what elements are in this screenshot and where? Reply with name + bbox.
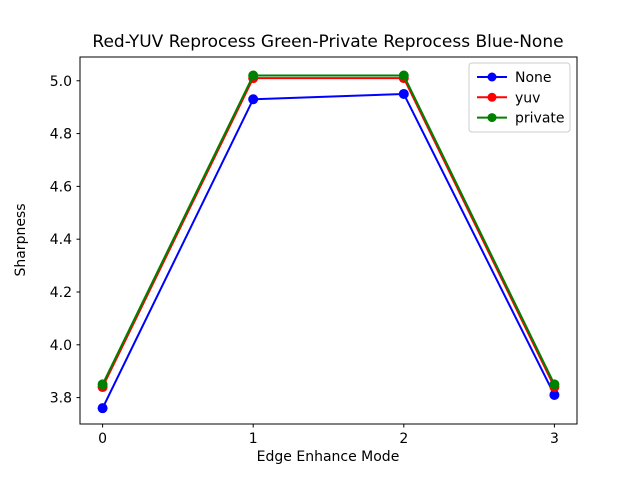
chart-title: Red-YUV Reprocess Green-Private Reproces…	[92, 32, 563, 52]
x-tick-label: 2	[399, 431, 408, 447]
data-point-none	[549, 389, 560, 400]
legend-marker-icon	[487, 92, 497, 102]
series-line-none	[101, 92, 556, 409]
axis-ticks: 3.8 4.0 4.2 4.4 4.6 4.8 5.0 0 1 2 3	[50, 74, 559, 447]
y-tick-label: 4.4	[50, 232, 72, 248]
data-point-none	[398, 88, 409, 99]
y-axis-label: Sharpness	[13, 203, 29, 276]
data-point-private	[248, 70, 259, 81]
legend-label: yuv	[515, 90, 540, 106]
series-line-yuv	[101, 77, 556, 388]
y-tick-label: 5.0	[50, 74, 72, 90]
data-point-private	[549, 379, 560, 390]
y-tick-label: 4.0	[50, 338, 72, 354]
legend-label: private	[515, 111, 565, 127]
y-tick-label: 3.8	[50, 391, 72, 407]
x-tick-label: 1	[249, 431, 258, 447]
data-point-none	[97, 403, 108, 414]
data-point-private	[398, 70, 409, 81]
series-line-private	[101, 74, 556, 385]
legend-marker-icon	[487, 72, 497, 82]
x-axis-label: Edge Enhance Mode	[257, 449, 400, 465]
legend-item-none: None	[477, 70, 552, 86]
x-tick-label: 3	[550, 431, 559, 447]
series-lines	[97, 70, 560, 414]
legend-label: None	[515, 70, 552, 86]
legend-item-private: private	[477, 111, 565, 127]
legend-marker-icon	[487, 113, 497, 123]
data-point-private	[97, 379, 108, 390]
x-tick-label: 0	[98, 431, 107, 447]
y-tick-label: 4.8	[50, 127, 72, 143]
y-tick-label: 4.2	[50, 285, 72, 301]
data-point-none	[248, 94, 259, 105]
legend: None yuv private	[468, 62, 571, 133]
legend-item-yuv: yuv	[477, 90, 540, 106]
y-tick-label: 4.6	[50, 179, 72, 195]
